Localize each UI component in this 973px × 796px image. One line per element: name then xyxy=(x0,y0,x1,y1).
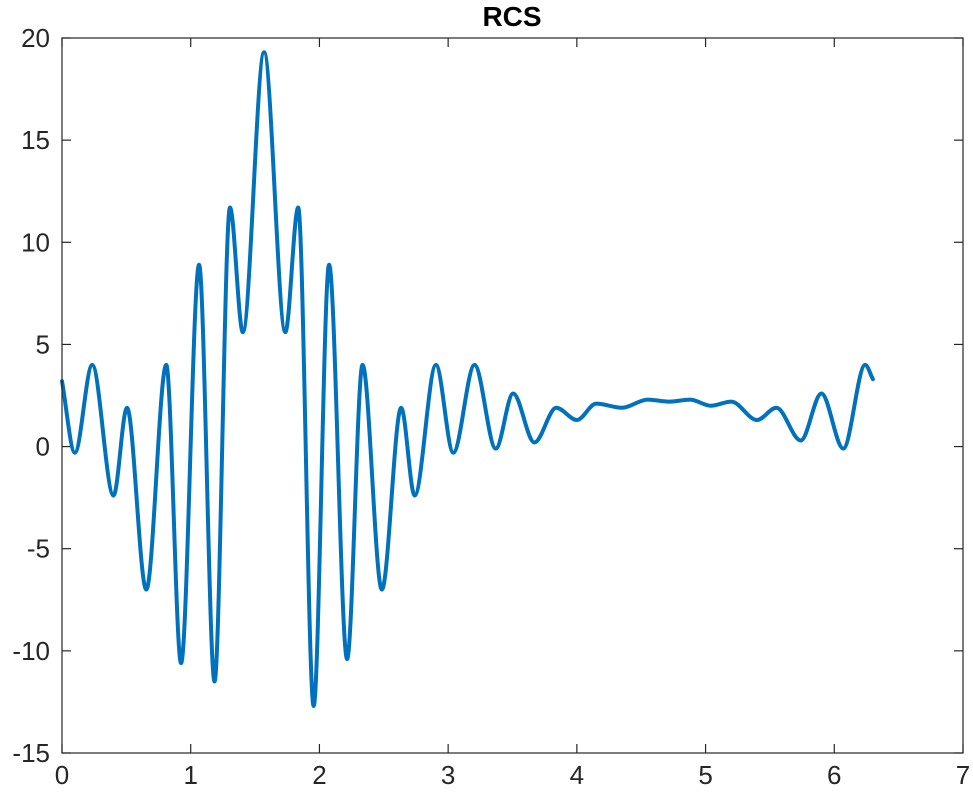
axes-box xyxy=(61,37,964,754)
series-line xyxy=(60,50,875,709)
x-tick-label: 7 xyxy=(956,760,970,790)
y-tick-label: 20 xyxy=(21,23,50,53)
chart-title: RCS xyxy=(482,1,541,32)
x-tick-label: 4 xyxy=(570,760,584,790)
y-tick-label: 15 xyxy=(21,125,50,155)
y-tick-label: -5 xyxy=(27,534,50,564)
y-tick-label: -10 xyxy=(12,636,50,666)
y-tick-label: 5 xyxy=(36,329,50,359)
x-tick-label: 5 xyxy=(698,760,712,790)
x-tick-label: 0 xyxy=(55,760,69,790)
axis-tick-labels: 0 1 2 3 4 5 6 7 -15 -10 -5 0 5 10 15 20 xyxy=(12,23,970,790)
y-tick-label: -15 xyxy=(12,738,50,768)
y-tick-label: 10 xyxy=(21,227,50,257)
x-tick-label: 3 xyxy=(441,760,455,790)
x-tick-label: 1 xyxy=(183,760,197,790)
x-tick-label: 6 xyxy=(827,760,841,790)
x-tick-label: 2 xyxy=(312,760,326,790)
y-tick-label: 0 xyxy=(36,432,50,462)
